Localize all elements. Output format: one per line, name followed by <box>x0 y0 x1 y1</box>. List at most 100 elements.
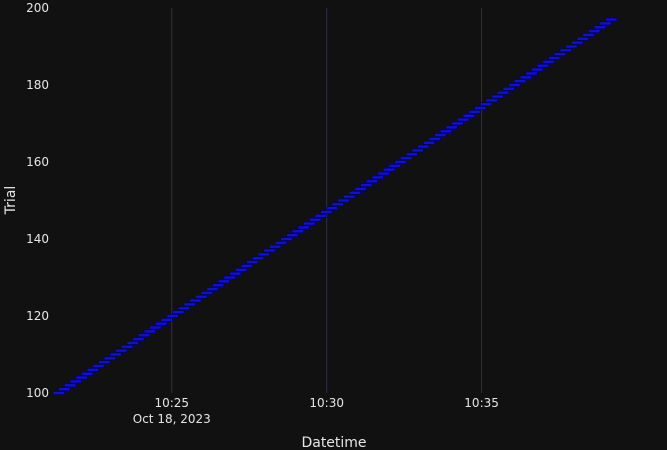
trial-bar <box>571 40 584 45</box>
trial-bar <box>229 271 242 276</box>
trial-bar <box>531 67 544 72</box>
trial-bar <box>309 217 321 222</box>
trial-bar <box>132 337 145 341</box>
trial-bar <box>599 21 612 26</box>
y-tick-label: 120 <box>26 309 49 323</box>
trial-bar <box>160 318 173 322</box>
trial-bar <box>491 94 504 99</box>
trial-bar <box>388 164 401 168</box>
trial-bar <box>559 48 572 53</box>
trial-bar <box>582 33 595 37</box>
trial-bar <box>212 283 225 288</box>
trial-bar <box>195 294 208 299</box>
trial-bar <box>280 237 293 241</box>
trial-bar <box>166 314 179 318</box>
trial-bar <box>428 137 441 141</box>
trial-bar <box>320 210 333 214</box>
trial-bar <box>508 83 521 87</box>
trial-bar <box>565 44 578 49</box>
trial-bar <box>593 25 606 30</box>
trial-bar <box>217 279 230 284</box>
trial-bar <box>303 221 316 226</box>
trial-bar <box>337 198 350 203</box>
trial-bar <box>115 348 128 353</box>
x-tick-label: 10:35 <box>464 396 499 410</box>
trial-bar <box>394 160 407 164</box>
trial-bar <box>417 144 430 149</box>
trial-bar <box>297 225 310 230</box>
x-tick-label: 10:25 <box>154 396 189 410</box>
trial-bar <box>371 175 384 180</box>
trial-bar <box>485 98 498 103</box>
trial-bar <box>143 329 156 334</box>
trial-bar <box>274 241 287 245</box>
y-tick-label: 160 <box>26 155 49 169</box>
trial-bar <box>326 206 339 210</box>
trial-bar <box>411 148 424 153</box>
trial-bar <box>58 387 71 391</box>
trial-bar <box>172 310 185 314</box>
trial-bar <box>405 152 418 157</box>
trial-bar <box>291 229 304 234</box>
trial-bar <box>383 167 396 172</box>
trial-bar <box>178 306 190 311</box>
y-tick-label: 200 <box>26 1 49 15</box>
trial-bar <box>605 17 618 22</box>
trial-bar <box>354 187 367 191</box>
trial-bar <box>331 202 344 207</box>
trial-bar <box>286 233 299 237</box>
y-tick-label: 140 <box>26 232 49 246</box>
y-tick-label: 180 <box>26 78 49 92</box>
trial-bar <box>121 344 134 349</box>
trial-bar <box>189 298 202 303</box>
trial-bar <box>497 90 509 95</box>
trial-bar <box>200 291 213 295</box>
trial-bar <box>252 256 265 261</box>
y-tick-label: 100 <box>26 386 49 400</box>
trial-bar <box>52 391 65 395</box>
trial-bar <box>103 356 116 361</box>
y-axis-title: Trial <box>3 186 19 216</box>
x-tick-label: 10:30 <box>309 396 344 410</box>
trial-bar <box>246 260 259 264</box>
x-tick-labels: 10:25 Oct 18, 2023 10:30 10:35 <box>133 396 499 426</box>
trial-bar <box>462 114 475 118</box>
trial-bar <box>75 375 88 380</box>
trial-bar <box>360 183 373 187</box>
trial-bar <box>257 252 270 257</box>
trial-bar <box>576 36 589 41</box>
x-tick-date-label: Oct 18, 2023 <box>133 412 211 426</box>
trial-bar <box>126 341 139 345</box>
trial-bar <box>234 267 247 272</box>
trial-bar <box>138 333 151 338</box>
trial-bar <box>348 191 361 195</box>
trial-bar <box>314 214 327 218</box>
trial-bar <box>519 75 532 80</box>
trial-bar <box>109 352 122 357</box>
trial-bar <box>468 110 481 114</box>
trial-bar <box>479 102 492 107</box>
trial-bar <box>422 140 435 145</box>
trial-bar <box>206 287 219 291</box>
trial-bar <box>502 87 515 91</box>
trial-bar <box>451 121 464 126</box>
trial-bar <box>81 371 94 376</box>
trial-bar <box>223 275 236 280</box>
trial-bar <box>86 368 99 372</box>
trial-bar <box>548 56 561 60</box>
trial-bar <box>525 71 538 76</box>
trial-bar <box>240 264 253 268</box>
trial-bar <box>98 360 111 365</box>
trial-bars <box>52 17 618 395</box>
trial-bar <box>263 248 276 253</box>
trial-bar <box>457 117 470 122</box>
trial-bar <box>440 129 453 133</box>
trial-bar <box>69 379 82 384</box>
trial-bar <box>514 79 527 83</box>
trial-bar <box>542 60 555 64</box>
trial-bar <box>64 383 77 388</box>
trial-bar <box>365 179 378 184</box>
x-axis-title: Datetime <box>301 435 366 450</box>
trial-bar <box>400 156 413 160</box>
trial-bar <box>588 29 601 33</box>
